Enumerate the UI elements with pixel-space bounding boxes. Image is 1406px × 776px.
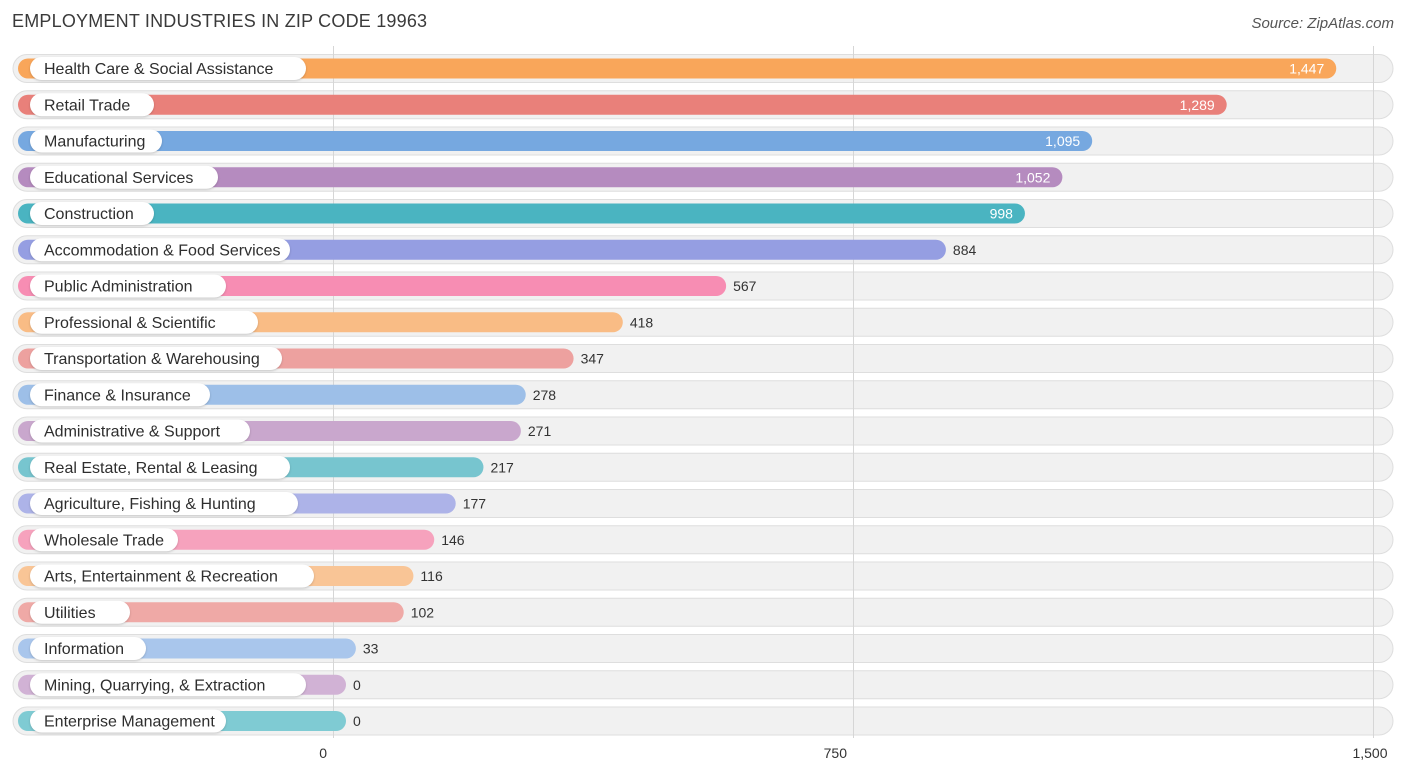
category-label-pill [30,347,282,370]
bar [18,167,1063,188]
value-label: 217 [490,459,514,475]
category-label-pill [30,709,226,733]
category-label: Agriculture, Fishing & Hunting [44,496,256,513]
row-background [12,706,1394,736]
category-label-pill [30,238,290,262]
bar [18,203,1025,224]
value-label: 418 [630,314,654,330]
value-label: 0 [353,713,361,729]
bar [18,94,1227,115]
value-label: 884 [953,242,977,258]
x-tick-label: 1,500 [1352,745,1387,761]
category-label-pill [30,129,162,153]
category-label: Wholesale Trade [44,532,164,549]
category-label: Enterprise Management [44,714,215,731]
value-label: 1,289 [1180,97,1215,113]
category-label-pill [30,274,226,298]
category-label: Educational Services [44,170,193,187]
category-label: Accommodation & Food Services [44,242,281,259]
value-label: 998 [990,206,1014,222]
bar [18,131,1093,151]
value-label: 1,052 [1015,169,1050,185]
x-tick-label: 750 [824,745,848,761]
x-axis-ticks: 0 750 1,500 [319,745,1388,761]
value-label: 33 [363,641,379,657]
category-label: Finance & Insurance [44,387,191,404]
category-label-pill [30,93,154,117]
value-label: 567 [733,278,757,294]
value-label: 116 [420,568,443,584]
category-label-pill [30,310,258,334]
x-tick-label: 0 [319,745,327,761]
category-label-pill [30,528,178,552]
category-label: Utilities [44,605,96,622]
category-label: Health Care & Social Assistance [44,61,274,78]
category-label-pill [30,57,306,80]
category-label: Construction [44,206,134,223]
category-label-pill [30,202,154,225]
category-label: Real Estate, Rental & Leasing [44,460,257,477]
category-label-pill [30,600,130,624]
row-background [12,634,1394,663]
value-label: 177 [463,496,487,512]
value-label: 146 [441,532,465,548]
value-label: 102 [411,604,435,620]
value-label: 1,447 [1289,61,1324,77]
bar [18,58,1337,79]
category-label-pill [30,564,314,588]
category-label: Information [44,641,124,658]
category-label-pill [30,637,146,660]
category-label: Transportation & Warehousing [44,351,260,368]
category-label-pill [30,419,250,443]
value-label: 271 [528,423,552,439]
value-label: 0 [353,677,361,693]
category-label-pill [30,673,306,697]
category-label: Retail Trade [44,97,130,114]
category-label: Public Administration [44,279,193,296]
value-label: 278 [533,387,557,403]
chart-title: EMPLOYMENT INDUSTRIES IN ZIP CODE 19963 [12,11,428,31]
category-label-pill [30,492,298,515]
category-label-pill [30,383,210,407]
row-background [12,670,1394,700]
value-label: 1,095 [1045,133,1080,149]
category-label-pill [30,455,290,479]
bars: Health Care & Social Assistance 1,447 Reta… [18,57,1337,733]
chart-source: Source: ZipAtlas.com [1251,15,1394,32]
category-label: Manufacturing [44,134,145,151]
category-label: Administrative & Support [44,424,221,441]
category-label: Professional & Scientific [44,315,216,332]
category-label: Arts, Entertainment & Recreation [44,569,278,586]
category-label: Mining, Quarrying, & Extraction [44,677,265,694]
value-label: 347 [581,351,605,367]
category-label-pill [30,165,218,189]
